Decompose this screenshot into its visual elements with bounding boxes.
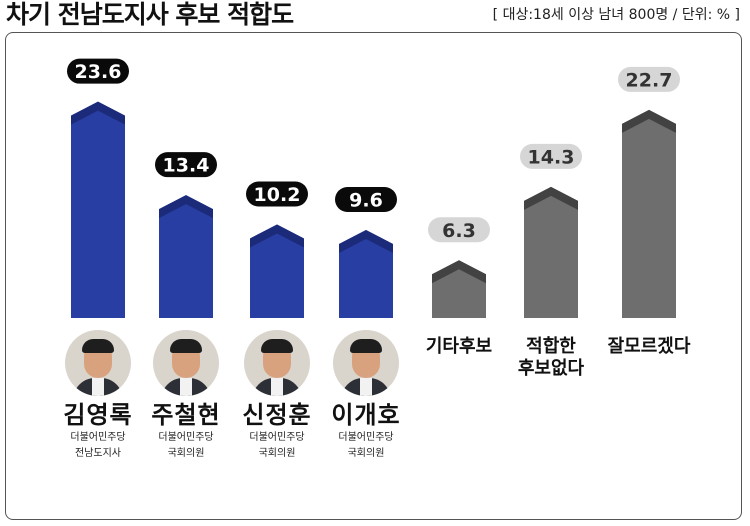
candidate-4-name: 이개호 bbox=[331, 401, 401, 429]
chart-frame bbox=[5, 32, 742, 520]
candidate-1-position: 전남도지사 bbox=[75, 448, 121, 459]
other-label-3-line1: 잘모르겠다 bbox=[607, 336, 691, 357]
bar-2-value-label: 13.4 bbox=[163, 155, 210, 177]
candidate-1-name: 김영록 bbox=[63, 401, 133, 429]
bar-3-value-label: 10.2 bbox=[254, 184, 301, 206]
bar-5-roof bbox=[432, 260, 486, 284]
candidate-4: 이개호 더불어민주당 국회의원 bbox=[318, 330, 414, 462]
candidate-2-name: 주철현 bbox=[151, 401, 221, 429]
candidate-4-photo bbox=[333, 330, 399, 396]
bar-2-label-bg bbox=[155, 152, 217, 178]
bar-6-label-bg bbox=[520, 143, 582, 169]
candidate-3: 신정훈 더불어민주당 국회의원 bbox=[229, 330, 325, 462]
chart-title: 차기 전남도지사 후보 적합도 bbox=[6, 0, 294, 29]
bar-2-roof bbox=[159, 195, 213, 219]
bar-3-roof bbox=[250, 224, 304, 248]
bar-3-label-bg bbox=[246, 181, 308, 207]
bar-5-value-label: 6.3 bbox=[442, 220, 476, 242]
bar-1-roof bbox=[71, 101, 125, 125]
other-label-2-line2: 후보없다 bbox=[517, 358, 585, 379]
bar-4 bbox=[339, 230, 393, 318]
candidate-3-photo bbox=[244, 330, 310, 396]
candidate-3-position: 국회의원 bbox=[258, 448, 296, 459]
candidate-2-photo bbox=[153, 330, 219, 396]
other-label-1-line1: 기타후보 bbox=[425, 336, 493, 357]
bar-4-roof bbox=[339, 230, 393, 253]
candidate-1-party: 더불어민주당 bbox=[70, 432, 126, 443]
chart-subtitle: [ 대상:18세 이상 남녀 800명 / 단위: % ] bbox=[492, 7, 740, 23]
candidate-2-party: 더불어민주당 bbox=[158, 432, 214, 443]
bar-3 bbox=[250, 224, 304, 318]
bar-7-roof bbox=[622, 109, 676, 133]
candidate-2-position: 국회의원 bbox=[167, 448, 205, 459]
candidate-3-party: 더불어민주당 bbox=[249, 432, 305, 443]
bar-6-value-label: 14.3 bbox=[528, 146, 575, 168]
bar-1 bbox=[71, 101, 125, 319]
bar-7-value-label: 22.7 bbox=[626, 69, 673, 91]
other-label-3: 잘모르겠다 bbox=[599, 336, 699, 358]
bar-7-label-bg bbox=[618, 66, 680, 92]
other-label-2: 적합한 후보없다 bbox=[501, 336, 601, 380]
candidate-3-name: 신정훈 bbox=[242, 401, 312, 429]
bar-5-label-bg bbox=[428, 217, 490, 243]
candidate-1: 김영록 더불어민주당 전남도지사 bbox=[50, 330, 146, 462]
bar-1-value-label: 23.6 bbox=[75, 61, 122, 83]
bar-6 bbox=[524, 186, 578, 318]
other-label-2-line1: 적합한 bbox=[526, 336, 576, 357]
bar-4-value-label: 9.6 bbox=[349, 190, 383, 212]
candidate-1-photo bbox=[65, 330, 131, 396]
other-label-1: 기타후보 bbox=[409, 336, 509, 358]
bar-4-label-bg bbox=[335, 187, 397, 212]
bar-7 bbox=[622, 109, 676, 319]
candidate-2: 주철현 더불어민주당 국회의원 bbox=[138, 330, 234, 462]
candidate-4-party: 더불어민주당 bbox=[338, 432, 394, 443]
candidate-4-position: 국회의원 bbox=[347, 448, 385, 459]
bar-6-roof bbox=[524, 186, 578, 210]
bar-1-label-bg bbox=[67, 58, 129, 84]
bar-2 bbox=[159, 195, 213, 318]
